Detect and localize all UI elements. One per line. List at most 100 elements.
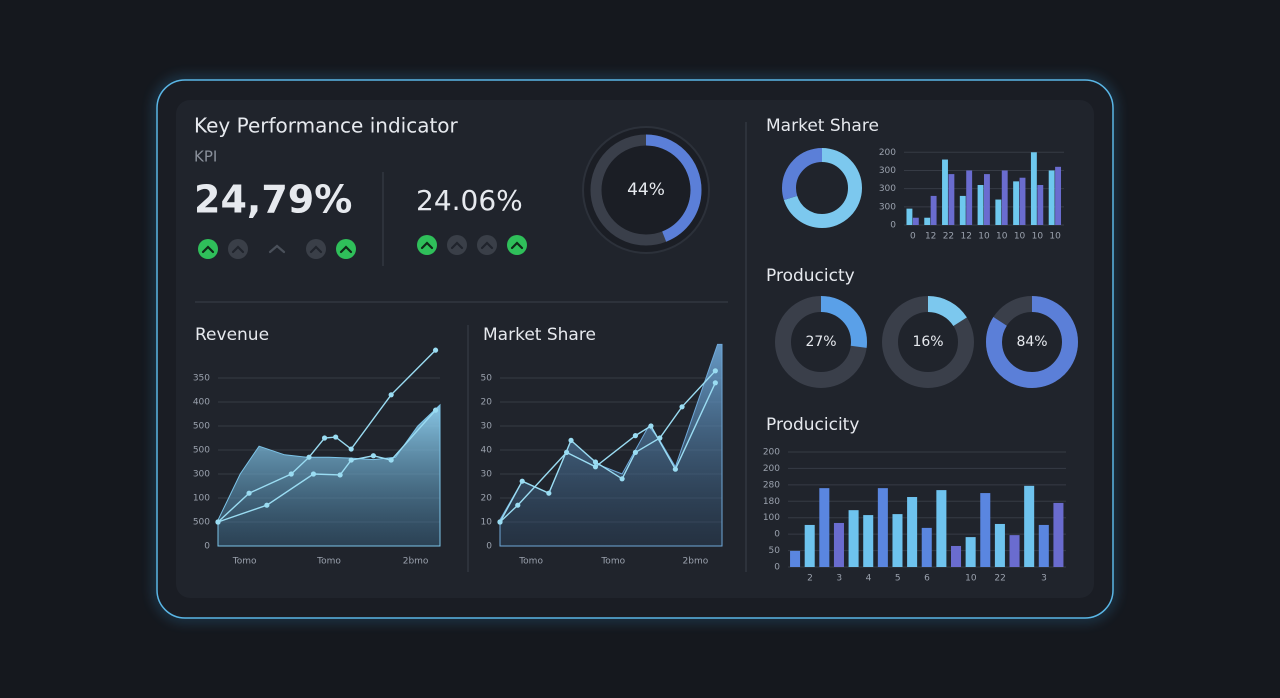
point: [672, 466, 678, 472]
y-tick-label: 10: [481, 518, 493, 528]
x-tick-label: Tomo: [600, 557, 625, 567]
point: [333, 434, 339, 440]
point: [432, 407, 439, 413]
donut-label: 16%: [912, 334, 943, 350]
bar: [1030, 152, 1037, 225]
y-tick-label: 180: [763, 497, 780, 507]
bar: [994, 523, 1005, 567]
kpi-title: Key Performance indicator: [194, 114, 459, 138]
point: [264, 502, 270, 508]
bar: [977, 185, 984, 225]
y-tick-label: 350: [193, 374, 210, 384]
chart-title: Revenue: [195, 325, 269, 345]
bar: [1019, 177, 1026, 225]
chart-title: Market Share: [483, 325, 596, 345]
x-tick-label: 2bmo: [403, 557, 429, 567]
donut-arc: [882, 296, 974, 388]
point: [592, 459, 599, 465]
chart-title: Market Share: [766, 116, 879, 136]
point: [388, 392, 394, 398]
x-tick-label: 10: [996, 232, 1008, 242]
bar: [1053, 502, 1064, 567]
donut-label: 27%: [805, 334, 836, 350]
y-tick-label: 0: [774, 530, 780, 540]
y-tick-label: 280: [763, 480, 780, 490]
x-tick-label: Tomo: [518, 557, 543, 567]
point: [310, 471, 317, 477]
line: [499, 370, 716, 523]
bar: [848, 510, 859, 567]
bar: [966, 170, 973, 225]
x-tick-label: 5: [895, 574, 901, 584]
point: [306, 454, 312, 460]
point: [432, 347, 439, 353]
x-tick-label: 2bmo: [683, 557, 709, 567]
point: [388, 457, 394, 463]
bar: [924, 217, 931, 225]
bar: [790, 550, 801, 567]
point: [546, 490, 552, 496]
y-tick-label: 200: [879, 148, 896, 158]
donut-arc: [590, 134, 702, 246]
bar: [921, 527, 932, 567]
x-tick-label: 22: [943, 232, 954, 242]
kpi-subtitle: KPI: [194, 148, 217, 166]
bar: [1055, 166, 1062, 225]
bar: [965, 537, 976, 567]
y-tick-label: 500: [193, 446, 210, 456]
x-tick-label: 3: [1041, 574, 1047, 584]
bar: [1009, 535, 1020, 567]
point: [712, 368, 718, 374]
point: [564, 449, 570, 455]
point: [321, 435, 328, 441]
bar: [948, 174, 955, 225]
bar: [819, 488, 830, 567]
y-tick-label: 50: [769, 546, 781, 556]
point: [632, 449, 639, 455]
line: [499, 382, 716, 523]
bar: [1024, 485, 1035, 567]
bar: [1048, 170, 1055, 225]
bar: [833, 522, 844, 567]
point: [370, 453, 376, 459]
y-tick-label: 100: [763, 513, 780, 523]
kpi-value: 24,79%: [194, 178, 352, 222]
bar: [1001, 170, 1008, 225]
x-tick-label: 10: [978, 232, 990, 242]
donut-segment: [782, 148, 862, 228]
bar: [950, 545, 962, 567]
point: [246, 490, 252, 496]
point: [337, 472, 343, 478]
point: [348, 457, 354, 463]
y-tick-label: 500: [193, 518, 210, 528]
x-tick-label: 2: [807, 574, 813, 584]
y-tick-label: 0: [774, 563, 780, 573]
point: [215, 519, 221, 525]
bar: [892, 514, 903, 567]
bar: [1013, 181, 1020, 225]
y-tick-label: 300: [193, 470, 210, 480]
y-tick-label: 200: [763, 448, 780, 458]
x-tick-label: Tomo: [316, 557, 341, 567]
y-tick-label: 200: [763, 464, 780, 474]
donut-arc: [986, 296, 1078, 388]
bar: [912, 217, 919, 225]
donut-label: 44%: [627, 180, 665, 200]
bar: [906, 208, 913, 225]
bar: [959, 195, 966, 225]
y-tick-label: 20: [481, 398, 493, 408]
y-tick-label: 300: [879, 184, 896, 194]
area: [217, 403, 441, 547]
x-tick-label: 12: [925, 232, 936, 242]
point: [679, 404, 685, 410]
point: [497, 519, 503, 525]
y-tick-label: 0: [890, 221, 896, 231]
bar: [980, 493, 991, 567]
bar: [1037, 185, 1044, 225]
x-tick-label: 0: [910, 232, 916, 242]
bar: [804, 524, 815, 567]
trend-icons: [198, 235, 527, 259]
x-tick-label: 22: [994, 574, 1005, 584]
